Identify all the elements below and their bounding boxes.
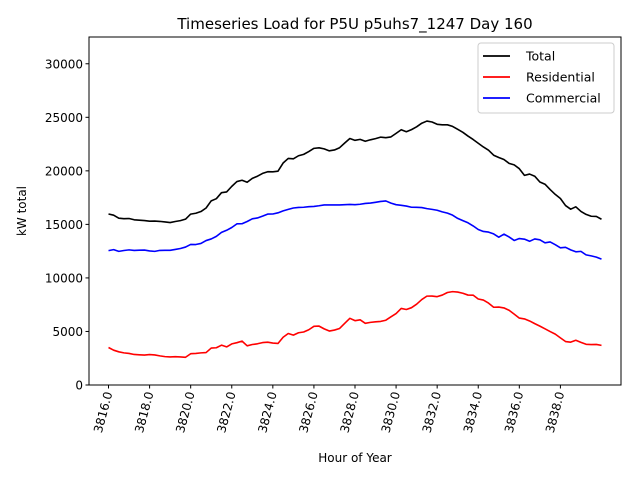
legend-label-total: Total bbox=[525, 49, 555, 64]
series-lines bbox=[108, 120, 602, 359]
y-tick-label: 10000 bbox=[45, 271, 83, 285]
y-axis-label: kW total bbox=[15, 186, 29, 236]
y-tick-label: 30000 bbox=[45, 57, 83, 71]
y-tick-label: 20000 bbox=[45, 164, 83, 178]
x-axis-label: Hour of Year bbox=[318, 451, 392, 465]
legend-label-residential: Residential bbox=[526, 70, 595, 85]
y-tick-label: 25000 bbox=[45, 111, 83, 125]
y-axis: 0 5000 10000 15000 20000 25000 30000 bbox=[45, 57, 89, 393]
series-line-residential bbox=[108, 290, 602, 359]
legend-label-commercial: Commercial bbox=[526, 91, 601, 106]
chart-title: Timeseries Load for P5U p5uhs7_1247 Day … bbox=[176, 15, 532, 34]
y-tick-label: 0 bbox=[75, 379, 83, 393]
y-tick-label: 5000 bbox=[52, 325, 83, 339]
y-tick-label: 15000 bbox=[45, 218, 83, 232]
series-line-total bbox=[108, 120, 602, 224]
legend-frame bbox=[477, 42, 615, 114]
series-line-commercial bbox=[108, 200, 602, 260]
legend: Total Residential Commercial bbox=[477, 42, 615, 114]
